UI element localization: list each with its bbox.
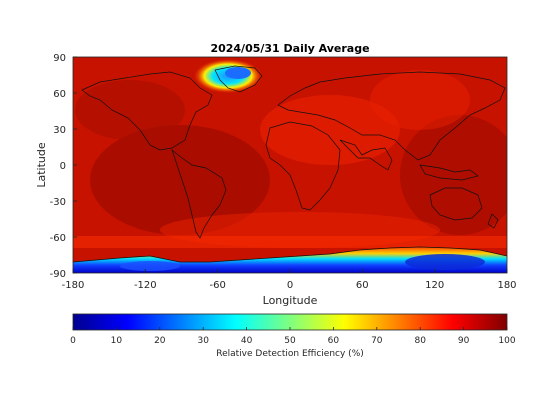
y-tick-label: -90 [50,269,66,280]
colorbar-tick-label: 20 [154,336,166,346]
y-tick-label: 60 [53,89,66,100]
x-tick-label: 60 [356,280,369,291]
y-tick-label: 90 [53,53,66,64]
colorbar-tick-label: 30 [197,336,209,346]
y-tick-label: -60 [50,233,66,244]
colorbar-tick-label: 70 [371,336,383,346]
x-axis-label: Longitude [263,294,318,307]
y-tick-labels: 90 60 30 0 -30 -60 -90 [50,53,66,280]
map-title: 2024/05/31 Daily Average [210,42,369,55]
colorbar-tick-label: 0 [70,336,76,346]
x-tick-label: -60 [210,280,226,291]
colorbar-tick-label: 60 [328,336,340,346]
x-tick-label: 120 [425,280,444,291]
colorbar-tick-label: 100 [498,336,515,346]
x-tick-labels: -180 -120 -60 0 60 120 180 [62,280,517,291]
coastlines [73,65,507,263]
colorbar-label: Relative Detection Efficiency (%) [216,349,364,359]
x-tick-label: -120 [134,280,157,291]
efficiency-field [73,57,507,273]
colorbar-tick-labels: 0 10 20 30 40 50 60 70 80 90 100 [70,336,516,346]
x-tick-label: 0 [287,280,293,291]
x-tick-label: 180 [497,280,516,291]
colorbar-tick-label: 90 [458,336,470,346]
x-tick-label: -180 [62,280,85,291]
colorbar-tick-label: 80 [414,336,426,346]
y-tick-label: -30 [50,197,66,208]
colorbar-tick-label: 50 [284,336,296,346]
colorbar-ticks [72,327,508,330]
colorbar-tick-label: 40 [241,336,253,346]
tick-marks [72,56,508,274]
y-axis-label: Latitude [35,142,48,188]
colorbar-tick-label: 10 [111,336,123,346]
y-tick-label: 30 [53,125,66,136]
y-tick-label: 0 [60,161,66,172]
